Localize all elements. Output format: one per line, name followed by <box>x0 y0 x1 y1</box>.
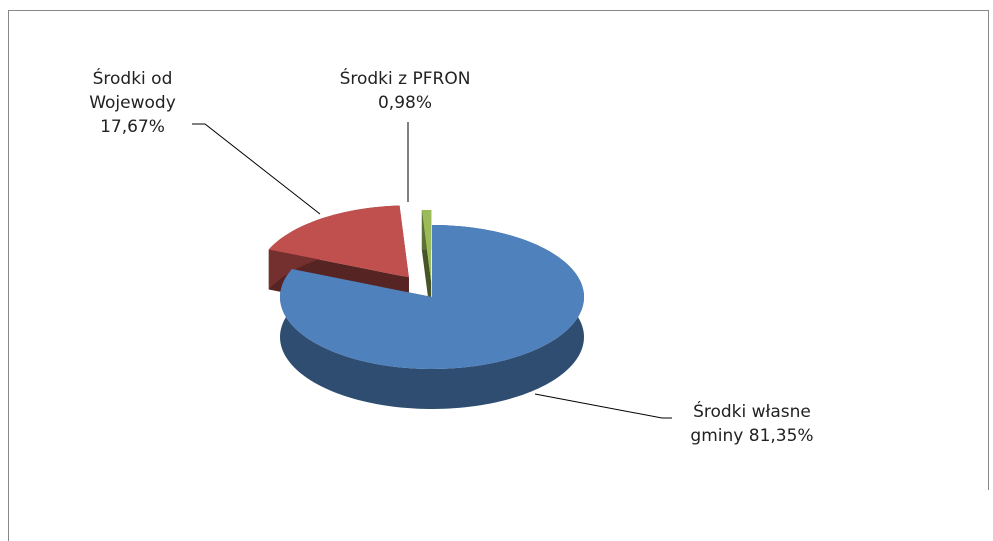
leader-line <box>534 393 672 419</box>
data-label: Środki od Wojewody 17,67% <box>85 67 180 139</box>
slice <box>280 225 584 369</box>
category-label: Środki od Wojewody <box>89 69 176 113</box>
data-label: Środki z PFRON 0,98% <box>315 67 495 115</box>
chart-border <box>8 10 989 541</box>
pie <box>268 205 584 409</box>
data-label: Środki własne gminy 81,35% <box>672 400 832 448</box>
slice <box>268 205 409 278</box>
leader-line <box>192 123 321 215</box>
slice <box>421 210 432 283</box>
value-label: 0,98% <box>377 93 432 113</box>
category-label: Środki własne gminy <box>690 402 811 446</box>
value-label: 17,67% <box>100 117 165 137</box>
value-label: 81,35% <box>748 426 814 446</box>
category-label: Środki z PFRON <box>339 69 471 89</box>
